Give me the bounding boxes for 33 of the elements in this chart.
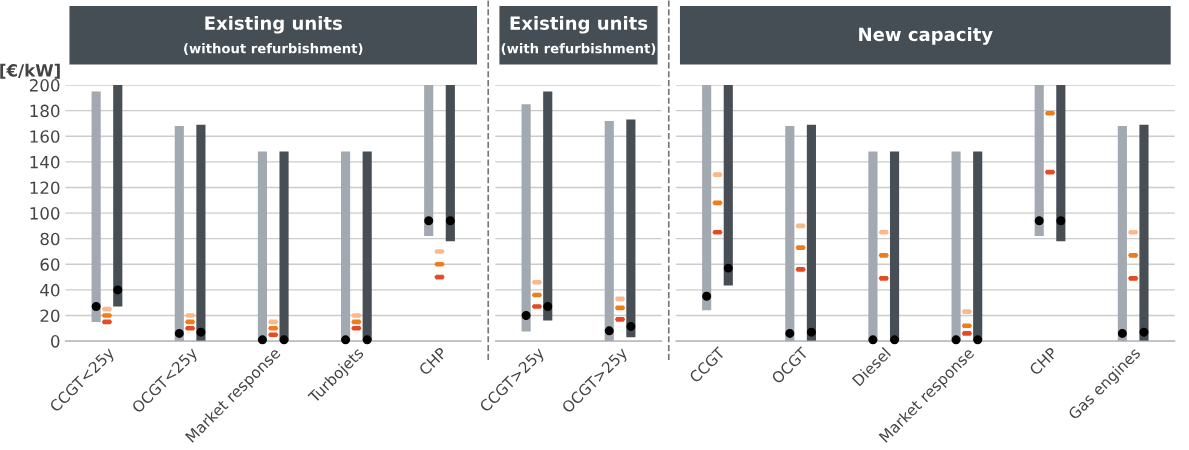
y-tick-label: 200 [29, 79, 60, 92]
bar [723, 85, 733, 286]
bar [1056, 85, 1066, 242]
y-tick-label: 60 [40, 258, 60, 271]
y-tick-label: 40 [40, 283, 60, 297]
bar [362, 151, 372, 342]
bar [91, 91, 101, 322]
bar [626, 119, 636, 338]
chart-title: Existing units [510, 15, 648, 34]
bar [543, 91, 553, 321]
y-tick-label: 0 [51, 335, 60, 348]
bar [279, 151, 289, 342]
y-tick-label: 120 [30, 181, 60, 195]
y-tick-label: 100 [30, 207, 60, 220]
chart-title: New capacity [859, 27, 993, 45]
bar [1139, 124, 1149, 342]
bar [196, 124, 206, 342]
bar [806, 124, 816, 342]
y-tick-label: 20 [40, 309, 60, 323]
chart-subtitle: (without refurbishment) [184, 43, 363, 55]
y-tick-label: 160 [30, 130, 60, 143]
bar [445, 85, 455, 242]
bar [1034, 85, 1044, 237]
chart-title: Existing units [205, 15, 342, 34]
bar [113, 85, 123, 307]
y-axis-title: [€/kW] [0, 63, 60, 79]
bar [521, 104, 531, 332]
bar [702, 85, 712, 311]
bar [424, 85, 434, 237]
y-tick-label: 180 [30, 104, 60, 118]
y-tick-label: 140 [30, 155, 60, 169]
y-tick-label: 80 [40, 232, 60, 246]
chart-subtitle: (with refurbishment) [501, 43, 656, 55]
